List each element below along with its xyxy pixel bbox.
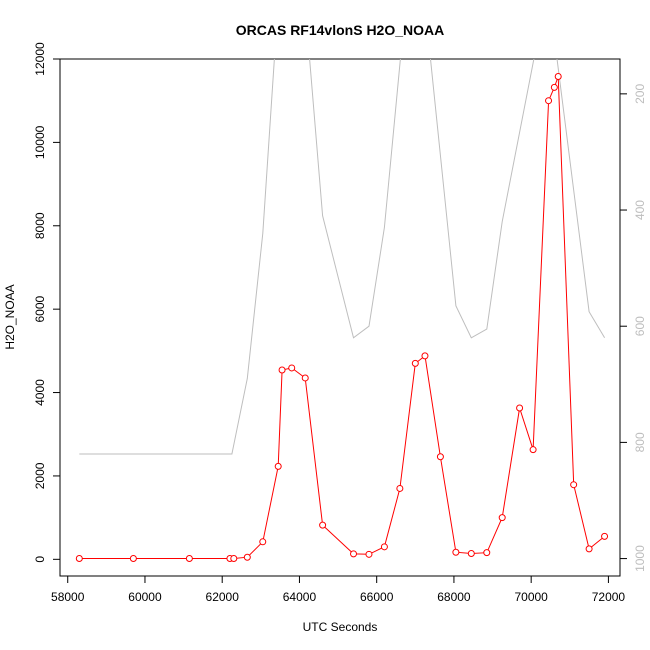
right-tick-label: 200	[633, 84, 647, 104]
data-point	[185, 554, 193, 562]
data-point	[319, 521, 327, 529]
data-point	[516, 404, 524, 412]
y-tick-label: 4000	[33, 379, 47, 406]
x-tick-label: 72000	[592, 590, 626, 604]
data-point	[545, 97, 553, 105]
y-tick-label: 6000	[33, 295, 47, 322]
y-tick-label: 0	[33, 556, 47, 563]
y-tick-label: 2000	[33, 462, 47, 489]
data-point	[550, 83, 558, 91]
data-point	[129, 554, 137, 562]
data-point	[274, 462, 282, 470]
data-point	[243, 553, 251, 561]
data-point	[585, 545, 593, 553]
x-tick-label: 62000	[206, 590, 240, 604]
data-point	[570, 481, 578, 489]
right-axis-series-line	[79, 59, 606, 455]
y-tick-label: 10000	[33, 125, 47, 159]
data-point	[411, 359, 419, 367]
x-axis-label: UTC Seconds	[303, 620, 378, 634]
data-point	[365, 550, 373, 558]
plot-area	[59, 58, 621, 577]
x-tick-label: 60000	[128, 590, 162, 604]
chart-title: ORCAS RF14vlonS H2O_NOAA	[236, 22, 444, 38]
h2o-series-line	[79, 76, 605, 559]
x-tick-label: 64000	[283, 590, 317, 604]
x-tick-label: 70000	[514, 590, 548, 604]
right-tick-label: 600	[633, 316, 647, 336]
right-axis: 200 400 600 800 1000	[619, 84, 647, 572]
data-point	[230, 554, 238, 562]
data-point	[467, 549, 475, 557]
y-tick-label: 12000	[33, 42, 47, 76]
right-tick-label: 1000	[633, 545, 647, 572]
data-point	[288, 364, 296, 372]
series-layer	[75, 59, 609, 562]
data-point	[421, 352, 429, 360]
data-point	[75, 554, 83, 562]
data-point	[498, 514, 506, 522]
data-point	[259, 538, 267, 546]
data-point	[452, 548, 460, 556]
x-tick-label: 68000	[437, 590, 471, 604]
x-tick-label: 66000	[360, 590, 394, 604]
data-point	[350, 550, 358, 558]
x-axis: 58000 60000 62000 64000 66000 68000 70000 72000	[51, 575, 626, 604]
right-tick-label: 800	[633, 432, 647, 452]
data-point	[529, 446, 537, 454]
data-point	[554, 73, 562, 81]
data-point	[483, 549, 491, 557]
y-tick-label: 8000	[33, 212, 47, 239]
y-axis: 0 2000 4000 6000 8000 10000 12000	[33, 42, 61, 563]
data-point	[380, 543, 388, 551]
data-point	[278, 366, 286, 374]
x-tick-label: 58000	[51, 590, 85, 604]
data-point	[396, 484, 404, 492]
y-axis-label: H2O_NOAA	[3, 284, 17, 349]
data-point	[436, 453, 444, 461]
right-tick-label: 400	[633, 200, 647, 220]
data-point	[301, 374, 309, 382]
data-point	[601, 532, 609, 540]
